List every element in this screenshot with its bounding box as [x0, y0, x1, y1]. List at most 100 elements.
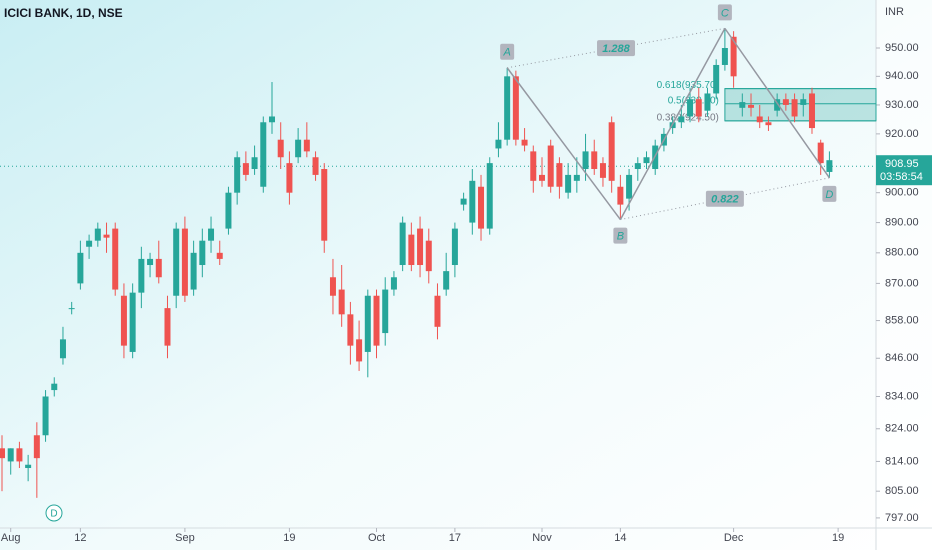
fib-label: 0.618(935.70) — [657, 80, 719, 91]
event-marker-circle[interactable] — [45, 504, 63, 522]
candle-body — [608, 122, 615, 181]
candle-body — [181, 228, 188, 296]
candle-body — [556, 163, 563, 187]
y-tick-label: 858.00 — [885, 314, 919, 326]
event-marker[interactable]: D — [50, 509, 57, 520]
candle-body — [643, 157, 650, 164]
candle-body — [721, 48, 728, 65]
candle-body — [730, 36, 737, 77]
candle-body — [521, 139, 528, 146]
candle-body — [695, 99, 702, 117]
y-tick-label: 930.00 — [885, 99, 919, 111]
candle-body — [208, 228, 215, 241]
candle-body — [321, 169, 328, 241]
candle-body — [286, 163, 293, 193]
candle-body — [329, 277, 336, 296]
candle-body — [260, 122, 267, 187]
point-label: B — [617, 230, 624, 242]
fib-label: 0.382(924.50) — [657, 112, 719, 123]
point-box — [613, 227, 628, 244]
candle-body — [347, 314, 354, 346]
candle-body — [425, 240, 432, 272]
y-tick-label: 814.00 — [885, 455, 919, 467]
x-tick-label: Oct — [368, 532, 385, 544]
candle-body — [251, 157, 258, 170]
candle-body — [582, 151, 589, 170]
candle-body — [138, 258, 145, 293]
point-box — [500, 43, 515, 60]
x-tick-label: Sep — [175, 532, 195, 544]
ratio-label: 1.288 — [602, 43, 630, 55]
point-label: C — [721, 7, 729, 19]
y-tick-label: 805.00 — [885, 485, 919, 497]
x-tick-label: Dec — [724, 532, 744, 544]
candle-body — [504, 76, 511, 140]
candle-body — [242, 163, 249, 175]
candle-body — [25, 464, 32, 469]
candle-body — [826, 160, 833, 172]
candle-body — [626, 174, 633, 199]
candle-body — [120, 295, 127, 346]
candle-body — [451, 228, 458, 266]
candle-body — [199, 240, 206, 266]
candle-body — [469, 180, 476, 223]
candle-body — [42, 396, 49, 436]
candle-body — [408, 234, 415, 266]
candle-body — [155, 258, 162, 278]
ratio-box — [705, 190, 744, 207]
y-tick-label: 880.00 — [885, 247, 919, 259]
y-axis-label: INR — [885, 6, 904, 18]
y-tick-label: 797.00 — [885, 512, 919, 524]
last-price-box — [876, 155, 932, 186]
candle-body — [390, 277, 397, 290]
candle-body — [565, 174, 572, 193]
candle-body — [0, 448, 6, 459]
candle-body — [434, 295, 441, 327]
x-tick-label: 12 — [74, 532, 86, 544]
x-tick-label: 14 — [614, 532, 626, 544]
candle-body — [164, 308, 171, 346]
point-box — [822, 185, 837, 202]
x-tick-label: Aug — [1, 532, 21, 544]
candle-body — [782, 99, 789, 105]
x-tick-label: 19 — [283, 532, 295, 544]
candle-body — [373, 295, 380, 346]
ratio-label: 0.822 — [711, 194, 739, 206]
candle-body — [68, 308, 75, 310]
candle-body — [617, 186, 624, 205]
countdown-label: 03:58:54 — [880, 171, 923, 183]
candle-body — [59, 339, 66, 359]
candle-body — [295, 139, 302, 158]
pattern-ratio-line — [507, 27, 725, 69]
candle-body — [417, 228, 424, 266]
x-tick-label: Nov — [532, 532, 552, 544]
candle-body — [338, 289, 345, 315]
candle-body — [268, 116, 275, 123]
candle-body — [216, 252, 223, 259]
candle-body — [460, 198, 467, 205]
candle-body — [7, 448, 14, 462]
candle-body — [495, 139, 502, 149]
pattern-leg — [724, 27, 831, 179]
chart-title: ICICI BANK, 1D, NSE — [4, 6, 123, 20]
candle-body — [678, 116, 685, 123]
candle-body — [704, 93, 711, 111]
candle-body — [739, 102, 746, 108]
candle-body — [765, 122, 772, 126]
candle-body — [478, 186, 485, 229]
x-tick-label: 17 — [449, 532, 461, 544]
candle-body — [234, 157, 241, 193]
candle-body — [512, 76, 519, 140]
point-label: D — [825, 189, 833, 201]
y-tick-label: 900.00 — [885, 187, 919, 199]
candle-body — [77, 252, 84, 284]
candle-body — [356, 339, 363, 362]
candle-body — [382, 289, 389, 334]
candle-body — [147, 258, 154, 266]
candle-body — [774, 99, 781, 111]
candle-body — [112, 228, 119, 290]
candle-body — [634, 163, 641, 170]
candle-body — [599, 163, 606, 178]
pattern-leg — [619, 28, 726, 220]
candle-body — [173, 228, 180, 296]
